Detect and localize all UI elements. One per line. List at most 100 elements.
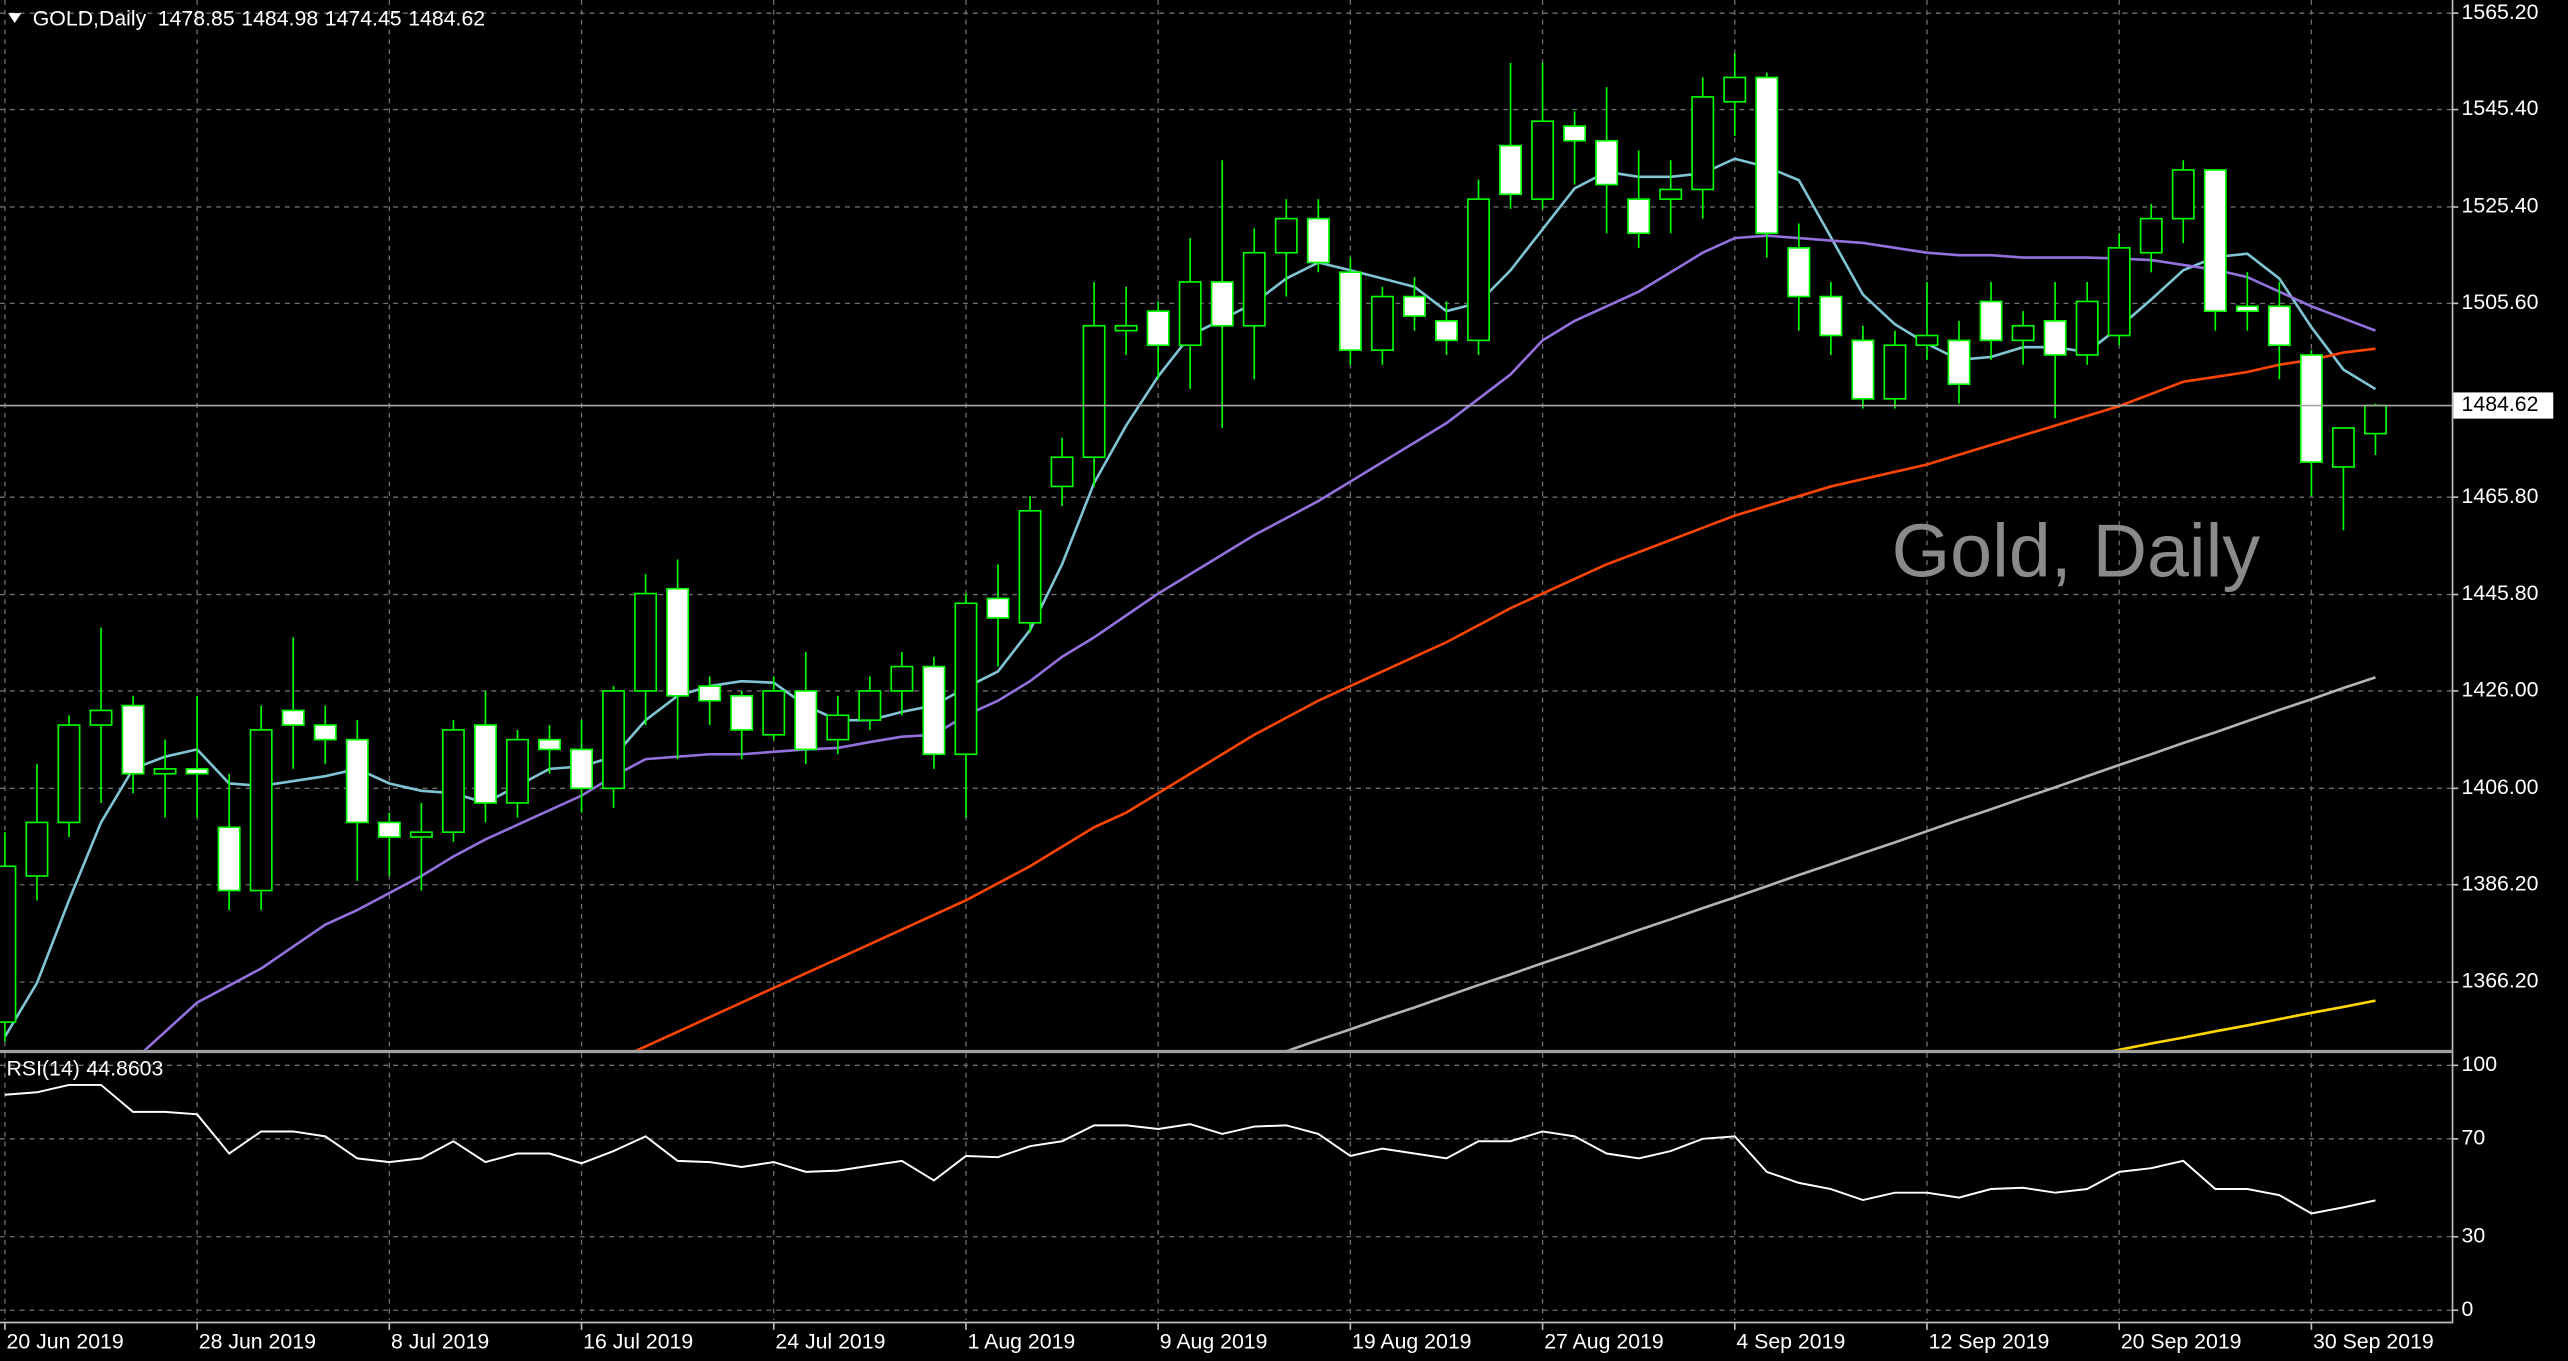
candle-body — [2139, 217, 2163, 254]
x-tick-label: 9 Aug 2019 — [1160, 1330, 1268, 1354]
x-tick-label: 30 Sep 2019 — [2313, 1330, 2434, 1354]
candle-body — [922, 665, 946, 756]
candle-body — [826, 714, 850, 741]
candle-body — [1370, 295, 1394, 351]
candle-body — [2235, 305, 2259, 312]
y-tick-label: 1465.80 — [2462, 484, 2539, 508]
y-tick-label: 1445.80 — [2462, 581, 2539, 605]
candle-body — [634, 592, 658, 692]
rsi-value: 44.8603 — [86, 1056, 163, 1080]
rsi-name: RSI(14) — [7, 1056, 80, 1080]
high: 1484.98 — [241, 6, 318, 30]
candle-body — [1178, 281, 1202, 347]
menu-arrow[interactable] — [8, 13, 22, 23]
price-label-box — [2453, 392, 2554, 419]
candle-body — [121, 704, 145, 775]
candle-body — [602, 690, 626, 790]
candle-body — [986, 597, 1010, 619]
rsi-pane — [0, 1053, 2452, 1321]
candle-body — [1338, 271, 1362, 351]
x-tick-label: 12 Sep 2019 — [1929, 1330, 2050, 1354]
candle-body — [1531, 120, 1555, 200]
candle-body — [1723, 76, 1747, 103]
candle-body — [1018, 509, 1042, 624]
candle-body — [954, 602, 978, 756]
x-tick-label: 20 Sep 2019 — [2121, 1330, 2242, 1354]
candle-body — [1402, 295, 1426, 317]
candle-body — [185, 768, 209, 775]
candle-body — [506, 738, 529, 804]
candle-body — [858, 690, 882, 721]
candle-body — [1114, 324, 1138, 332]
y-tick-label: 1366.20 — [2462, 969, 2539, 993]
candle-body — [249, 729, 273, 892]
x-tick-label: 8 Jul 2019 — [391, 1330, 489, 1354]
y-tick-label: 0 — [2462, 1297, 2474, 1321]
x-tick-label: 4 Sep 2019 — [1736, 1330, 1845, 1354]
y-tick-label: 1426.00 — [2462, 678, 2539, 702]
candle-body — [1306, 217, 1330, 264]
x-tick-label: 19 Aug 2019 — [1352, 1330, 1472, 1354]
candle-body — [2107, 247, 2131, 337]
candle-body — [2171, 169, 2195, 220]
candle-body — [2043, 320, 2067, 356]
candle-body — [1787, 247, 1811, 298]
candle-body — [345, 738, 369, 824]
y-tick-label: 30 — [2462, 1223, 2486, 1247]
candle-body — [281, 709, 305, 726]
candle-body — [1915, 334, 1939, 347]
y-tick-label: 1545.40 — [2462, 96, 2539, 120]
candle-body — [1082, 324, 1106, 459]
candle-body — [1851, 339, 1875, 400]
candle-body — [2011, 324, 2035, 342]
candle-body — [25, 821, 49, 877]
candle-body — [1755, 76, 1779, 235]
candle-body — [538, 738, 561, 751]
candle-body — [666, 587, 690, 697]
y-tick-label: 1505.60 — [2462, 290, 2539, 314]
candle-body — [1627, 198, 1651, 235]
x-tick-label: 24 Jul 2019 — [775, 1330, 885, 1354]
candle-body — [1499, 144, 1522, 196]
moving-average — [143, 234, 2376, 1050]
x-tick-label: 28 Jun 2019 — [199, 1330, 316, 1354]
y-tick-label: 70 — [2462, 1125, 2486, 1149]
candle-body — [0, 865, 17, 1023]
candle-body — [57, 724, 81, 824]
candle-body — [698, 685, 722, 702]
candle-body — [313, 724, 337, 741]
candle-body — [2075, 300, 2099, 356]
candle-body — [153, 768, 177, 775]
candle-body — [2299, 354, 2323, 463]
candle-body — [441, 729, 465, 833]
candle-body — [1979, 300, 2003, 342]
candle-body — [762, 690, 786, 736]
candle-body — [794, 690, 818, 751]
candle-body — [2364, 404, 2387, 435]
x-tick-label: 1 Aug 2019 — [968, 1330, 1076, 1354]
moving-average — [1286, 676, 2376, 1050]
y-tick-label: 1565.20 — [2462, 0, 2539, 24]
candle-body — [1563, 125, 1587, 142]
rsi-header: RSI(14) 44.8603 — [7, 1056, 164, 1080]
candle-body — [890, 665, 914, 692]
candle-body — [2203, 169, 2227, 312]
candle-body — [377, 821, 401, 838]
candle-body — [473, 724, 497, 804]
candle-body — [1691, 96, 1715, 191]
main-pane — [0, 0, 2452, 1050]
candle-body — [1947, 339, 1971, 386]
close: 1484.62 — [408, 6, 485, 30]
x-tick-label: 27 Aug 2019 — [1544, 1330, 1664, 1354]
y-tick-label: 1406.00 — [2462, 775, 2539, 799]
x-tick-label: 20 Jun 2019 — [7, 1330, 124, 1354]
candle-body — [570, 748, 593, 790]
open: 1478.85 — [158, 6, 235, 30]
chart-header: GOLD,Daily 1478.85 1484.98 1474.45 1484.62 — [33, 6, 485, 30]
y-tick-label: 1525.40 — [2462, 194, 2539, 218]
candle-body — [1146, 310, 1170, 347]
candle-body — [2331, 427, 2355, 468]
